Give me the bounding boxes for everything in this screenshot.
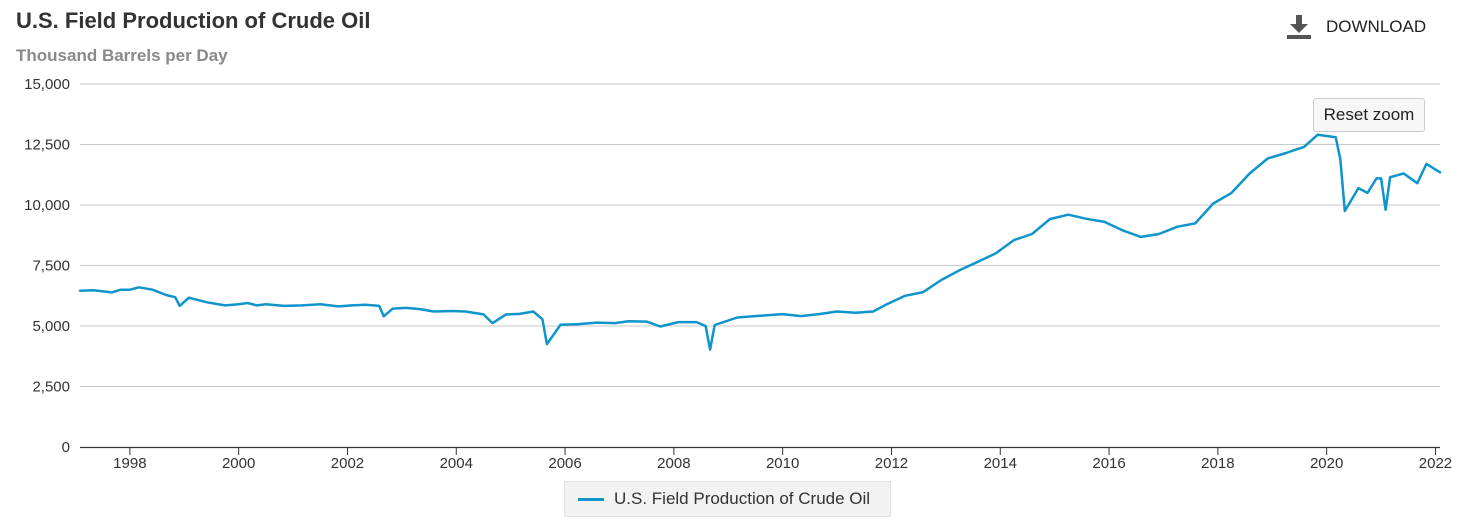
y-tick-label: 0 [62,439,70,456]
x-axis: 1998 2000 2002 2004 2006 2008 2010 2012 2014 2016… [80,446,1452,472]
series-line-us-field-production[interactable] [78,133,1442,351]
y-tick-label: 5,000 [32,318,70,335]
x-tick-label: 2018 [1201,455,1234,472]
y-tick-label: 10,000 [24,197,70,214]
x-tick-label: 2004 [440,455,473,472]
chart-subtitle: Thousand Barrels per Day [16,46,228,65]
legend-swatch [578,497,604,501]
x-tick-label: 2002 [331,455,364,472]
x-tick-label: 2016 [1092,455,1125,472]
legend-label: U.S. Field Production of Crude Oil [614,489,871,508]
x-tick-label: 2020 [1310,455,1343,472]
x-tick-label: 1998 [113,455,146,472]
gridlines [80,83,1440,387]
x-tick-label: 2014 [984,455,1017,472]
x-tick-label: 2022 [1419,455,1452,472]
download-button[interactable]: DOWNLOAD [1286,12,1426,42]
download-label: DOWNLOAD [1326,17,1427,36]
x-tick-label: 2006 [548,455,581,472]
x-tick-label: 2012 [875,455,908,472]
y-axis-tick-labels: 0 2,500 5,000 7,500 10,000 12,500 15,000 [24,76,70,456]
legend-item[interactable]: U.S. Field Production of Crude Oil [564,481,891,517]
y-tick-label: 7,500 [32,258,70,275]
download-icon [1286,14,1312,40]
y-tick-label: 2,500 [32,379,70,396]
chart-title: U.S. Field Production of Crude Oil [16,8,371,33]
x-tick-label: 2000 [222,455,255,472]
reset-zoom-button[interactable]: Reset zoom [1313,98,1425,132]
y-tick-label: 12,500 [24,137,70,154]
y-tick-label: 15,000 [24,76,70,93]
x-tick-label: 2008 [657,455,690,472]
x-tick-label: 2010 [766,455,799,472]
